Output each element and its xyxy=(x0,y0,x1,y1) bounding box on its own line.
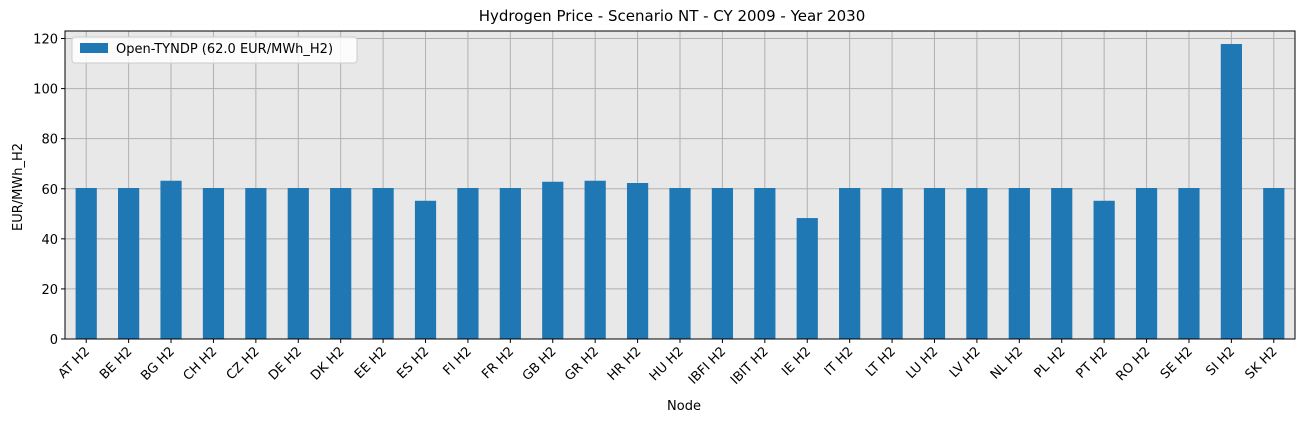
x-tick-label: DE H2 xyxy=(266,344,305,383)
x-tick-label: AT H2 xyxy=(56,344,93,381)
bar xyxy=(1008,188,1030,339)
bar xyxy=(457,188,479,339)
x-tick-label: GB H2 xyxy=(520,344,560,384)
legend-box xyxy=(71,36,358,64)
bar xyxy=(202,188,225,339)
bar xyxy=(75,188,97,339)
bar xyxy=(160,180,182,339)
bar xyxy=(414,200,437,339)
bar xyxy=(287,188,309,339)
bar xyxy=(584,180,606,339)
bars xyxy=(75,44,1285,339)
bar xyxy=(330,188,352,339)
bar xyxy=(1135,188,1158,339)
x-tick-label: GR H2 xyxy=(562,344,602,384)
legend: Open-TYNDP (62.0 EUR/MWh_H2) xyxy=(71,36,358,64)
y-tick-label: 60 xyxy=(41,183,58,198)
bar xyxy=(626,182,649,339)
bar xyxy=(499,188,521,339)
bar xyxy=(245,188,267,339)
bar xyxy=(1220,44,1242,339)
bar xyxy=(118,188,140,339)
y-tick-label: 80 xyxy=(41,133,58,148)
legend-label: Open-TYNDP (62.0 EUR/MWh_H2) xyxy=(116,42,333,57)
x-tick-label: SE H2 xyxy=(1158,344,1196,382)
x-tick-label: DK H2 xyxy=(308,344,347,383)
chart-title: Hydrogen Price - Scenario NT - CY 2009 -… xyxy=(479,7,866,25)
plot-frame xyxy=(64,30,1296,340)
y-tick-label: 100 xyxy=(33,83,58,98)
x-tick-label: ES H2 xyxy=(394,344,432,382)
y-axis-label: EUR/MWh_H2 xyxy=(11,143,26,231)
bar xyxy=(542,181,564,339)
x-tick-label: IBIT H2 xyxy=(728,344,772,388)
x-tick-label: SK H2 xyxy=(1242,344,1280,382)
x-axis-label: Node xyxy=(667,399,701,414)
bar xyxy=(839,188,861,339)
x-tick-label: PL H2 xyxy=(1032,344,1069,381)
y-tick-labels: 0 20 40 60 80 100 120 xyxy=(33,33,65,348)
y-tick-label: 40 xyxy=(41,233,58,248)
bar xyxy=(966,188,988,339)
bar xyxy=(372,188,394,339)
y-tick-label: 0 xyxy=(50,333,58,348)
bar xyxy=(1051,188,1073,339)
x-tick-label: FR H2 xyxy=(479,344,517,382)
x-tick-label: RO H2 xyxy=(1113,344,1153,384)
x-tick-label: SI H2 xyxy=(1203,344,1238,379)
bar xyxy=(796,218,818,339)
x-tick-label: FI H2 xyxy=(440,344,474,378)
x-tick-label: BE H2 xyxy=(97,344,135,382)
x-tick-label: CZ H2 xyxy=(224,344,263,383)
x-tick-label: IT H2 xyxy=(822,344,857,379)
bar xyxy=(923,188,946,339)
x-tick-label: BG H2 xyxy=(138,344,178,384)
x-tick-label: HU H2 xyxy=(647,344,687,384)
x-tick-label: LV H2 xyxy=(947,344,984,381)
x-tick-labels: AT H2 BE H2 BG H2 CH H2 CZ H2 DE H2 DK H2 EE H2… xyxy=(56,339,1281,388)
bar xyxy=(1263,188,1285,339)
x-tick-label: IBFI H2 xyxy=(686,344,729,387)
x-tick-label: LT H2 xyxy=(863,344,899,380)
x-tick-label: CH H2 xyxy=(181,344,221,384)
bar xyxy=(711,188,734,339)
bar xyxy=(881,188,903,339)
x-tick-label: IE H2 xyxy=(779,344,814,379)
y-tick-label: 20 xyxy=(41,283,58,298)
legend-swatch xyxy=(80,43,108,53)
bar xyxy=(754,188,776,339)
y-tick-label: 120 xyxy=(33,33,58,48)
x-tick-label: EE H2 xyxy=(352,344,390,382)
x-tick-label: LU H2 xyxy=(904,344,942,382)
bar xyxy=(669,188,691,339)
bar xyxy=(1093,200,1115,339)
x-tick-label: NL H2 xyxy=(988,344,1026,382)
x-tick-label: PT H2 xyxy=(1074,344,1111,381)
bar xyxy=(1178,188,1200,339)
x-tick-label: HR H2 xyxy=(605,344,645,384)
